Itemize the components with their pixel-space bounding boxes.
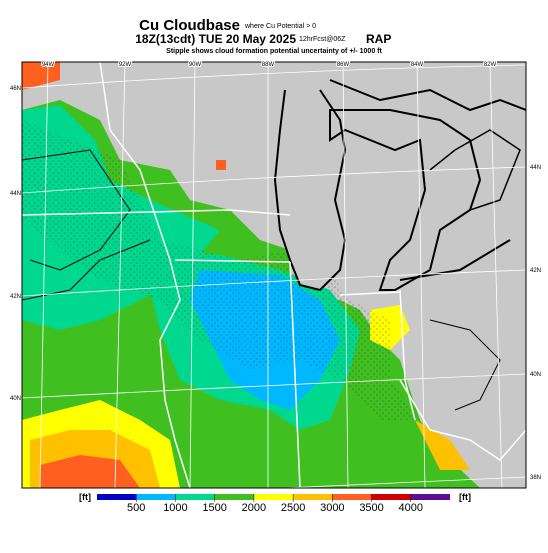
colorbar-unit: [ft] [79, 492, 91, 502]
colorbar-segment [97, 494, 137, 500]
colorbar-tick-label: 500 [127, 502, 145, 514]
colorbar-segment [332, 494, 372, 500]
lat-label: 42N [530, 268, 541, 274]
lat-label: 46N [10, 86, 21, 92]
title: Cu Cloudbase [139, 17, 240, 34]
lat-label: 40N [10, 396, 21, 402]
map-frame [21, 61, 527, 489]
colorbar-segment [410, 494, 450, 500]
colorbar-unit: [ft] [459, 492, 471, 502]
colorbar-segment [293, 494, 333, 500]
subtitle-note: 12hrFcst@06Z [299, 36, 346, 43]
lat-label: 44N [10, 191, 21, 197]
lat-label: 44N [530, 165, 541, 171]
colorbar-segment [175, 494, 215, 500]
lon-label: 90W [189, 62, 202, 68]
colorbar-segment [136, 494, 176, 500]
lon-label: 94W [42, 62, 55, 68]
lon-label: 92W [119, 62, 132, 68]
colorbar-tick-label: 4000 [399, 502, 423, 514]
title-note: where Cu Potential > 0 [244, 23, 316, 30]
colorbar-tick-label: 2500 [281, 502, 305, 514]
lat-label: 40N [530, 372, 541, 378]
colorbar-tick-label: 1000 [163, 502, 187, 514]
colorbar-tick-label: 3500 [359, 502, 383, 514]
lon-label: 82W [484, 62, 497, 68]
colorbar-tick-label: 3000 [320, 502, 344, 514]
lon-label: 86W [337, 62, 350, 68]
colorbar-segment [371, 494, 411, 500]
map [22, 62, 526, 488]
colorbar-segment [253, 494, 294, 500]
lon-label: 88W [262, 62, 275, 68]
colorbar-tick-label: 1500 [202, 502, 226, 514]
lon-label: 84W [411, 62, 424, 68]
model: RAP [366, 32, 391, 46]
lat-label: 42N [10, 294, 21, 300]
subtitle: 18Z(13cdt) TUE 20 May 2025 [135, 32, 296, 46]
colorbar-tick-label: 2000 [242, 502, 266, 514]
lat-label: 38N [530, 475, 541, 481]
caption: Stipple shows cloud formation potential … [166, 48, 382, 55]
colorbar-segment [214, 494, 254, 500]
